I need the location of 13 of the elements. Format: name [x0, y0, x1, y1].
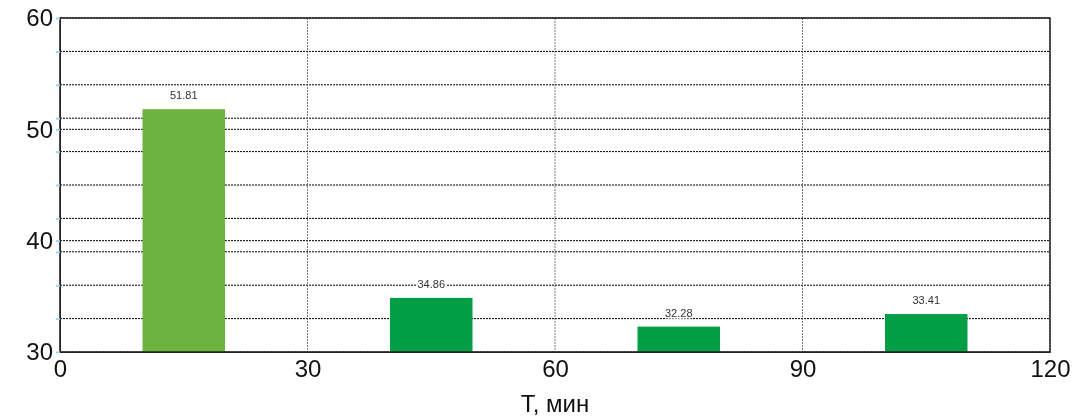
x-tick-label: 0: [53, 355, 68, 383]
x-tick-label: 60: [542, 355, 569, 383]
x-axis-title: T, мин: [520, 390, 590, 416]
data-label: 33.41: [912, 294, 941, 307]
x-tick-label: 120: [1030, 355, 1071, 383]
y-tick-label: 40: [26, 226, 53, 254]
y-tick-label: 60: [26, 4, 53, 32]
data-label: 32.28: [664, 306, 693, 319]
x-tick-label: 90: [789, 355, 817, 383]
y-tick-label: 30: [26, 338, 53, 366]
data-label: 51.81: [169, 89, 198, 102]
x-tick-label: 30: [294, 355, 322, 383]
y-tick-label: 50: [26, 115, 53, 143]
